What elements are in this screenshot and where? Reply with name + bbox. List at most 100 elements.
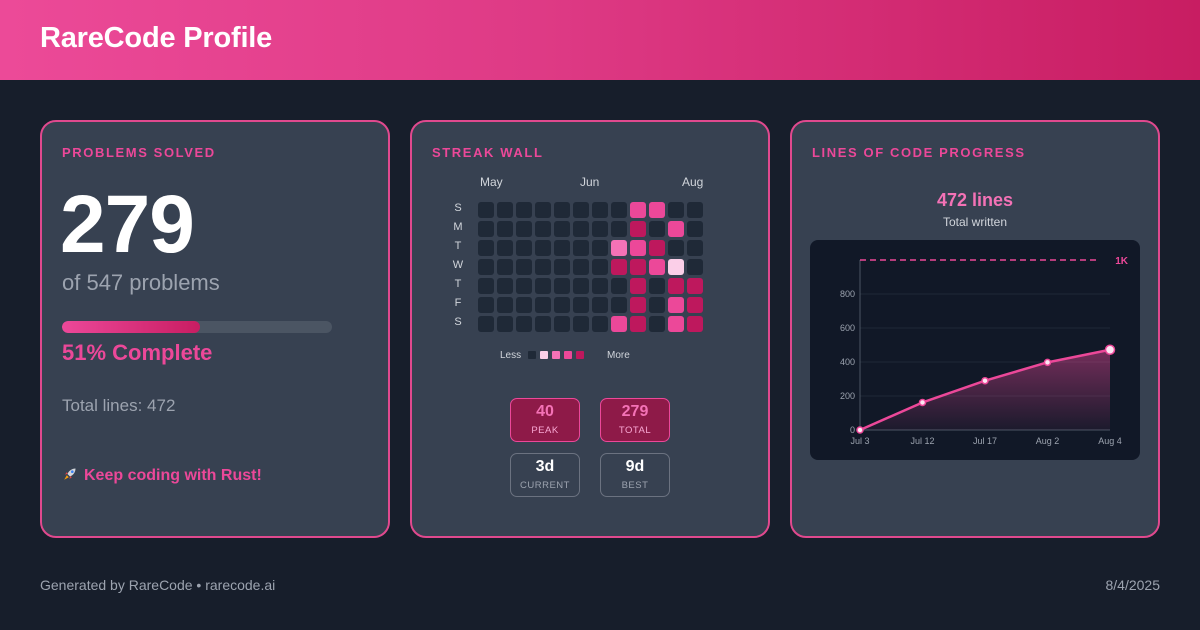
y-tick-label: 600 — [840, 323, 855, 333]
stat-best: 9d BEST — [600, 453, 670, 497]
heatmap-cell — [687, 316, 703, 332]
heatmap-cell — [516, 221, 532, 237]
streak-wall-title: STREAK WALL — [432, 145, 544, 160]
heatmap-cell — [497, 259, 513, 275]
heatmap-cell — [478, 278, 494, 294]
x-tick-label: Jul 12 — [910, 436, 934, 446]
legend-swatch — [552, 351, 560, 359]
heatmap-cell — [554, 297, 570, 313]
heatmap-cell — [535, 259, 551, 275]
heatmap-cell — [497, 316, 513, 332]
lines-of-code-title: LINES OF CODE PROGRESS — [812, 145, 1026, 160]
legend-less-label: Less — [500, 350, 522, 361]
heatmap-cell — [573, 278, 589, 294]
heatmap-cell — [668, 297, 684, 313]
month-label-may: May — [480, 175, 503, 189]
heatmap-cell — [535, 297, 551, 313]
stat-total-value: 279 — [621, 403, 649, 420]
day-label: S — [454, 202, 462, 214]
legend-more-label: More — [607, 350, 630, 361]
day-label: T — [454, 278, 462, 290]
heatmap-cell — [592, 221, 608, 237]
footer-date: 8/4/2025 — [1105, 577, 1161, 593]
x-tick-label: Aug 2 — [1036, 436, 1060, 446]
target-label: 1K — [1115, 256, 1129, 267]
data-point — [1043, 358, 1052, 367]
heatmap-cell — [611, 240, 627, 256]
heatmap-cell — [668, 278, 684, 294]
day-label: S — [454, 316, 462, 328]
problems-solved-title: PROBLEMS SOLVED — [62, 145, 216, 160]
stat-current-label: CURRENT — [520, 480, 570, 491]
heatmap-cell — [668, 202, 684, 218]
x-tick-label: Jul 17 — [973, 436, 997, 446]
heatmap-cell — [649, 259, 665, 275]
heatmap-cell — [554, 202, 570, 218]
day-label: F — [454, 297, 462, 309]
stat-current: 3d CURRENT — [510, 453, 580, 497]
streak-wall-card: STREAK WALL May Jun Aug S M T W T F S Le… — [410, 120, 770, 538]
heatmap-cell — [611, 259, 627, 275]
keep-coding-text: Keep coding with Rust! — [84, 467, 262, 484]
heatmap-cell — [535, 240, 551, 256]
x-tick-label: Jul 3 — [850, 436, 869, 446]
heatmap-cell — [668, 316, 684, 332]
heatmap-cell — [497, 297, 513, 313]
heatmap-cell — [649, 297, 665, 313]
heatmap-cell — [687, 259, 703, 275]
stat-best-value: 9d — [625, 458, 645, 475]
heatmap-cell — [516, 202, 532, 218]
percent-complete: 51% Complete — [62, 340, 213, 365]
heatmap-cell — [516, 240, 532, 256]
heatmap-cell — [592, 297, 608, 313]
header-banner: RareCode Profile — [0, 0, 1200, 80]
heatmap-cell — [687, 202, 703, 218]
month-label-jun: Jun — [580, 175, 600, 189]
heatmap-cell — [611, 221, 627, 237]
x-tick-label: Aug 4 — [1098, 436, 1122, 446]
heatmap-cell — [535, 278, 551, 294]
heatmap-cell — [573, 240, 589, 256]
heatmap-cell — [573, 202, 589, 218]
heatmap-cell — [592, 278, 608, 294]
heatmap-cell — [649, 240, 665, 256]
keep-coding-message: Keep coding with Rust! — [62, 466, 262, 485]
total-problems-text: of 547 problems — [62, 270, 220, 295]
heatmap-cell — [516, 259, 532, 275]
heatmap-cell — [611, 278, 627, 294]
heatmap-cell — [668, 259, 684, 275]
heatmap-cell — [497, 278, 513, 294]
total-lines-text: Total lines: 472 — [62, 396, 176, 415]
solved-count: 279 — [60, 179, 195, 270]
heatmap-cell — [611, 297, 627, 313]
heatmap-cell — [630, 240, 646, 256]
data-point — [1104, 344, 1116, 356]
heatmap-cell — [649, 221, 665, 237]
heatmap-cell — [630, 221, 646, 237]
stat-peak-value: 40 — [536, 403, 554, 420]
y-tick-label: 0 — [850, 425, 855, 435]
stat-best-label: BEST — [621, 480, 649, 491]
stat-total-label: TOTAL — [618, 425, 652, 436]
data-point — [981, 376, 989, 385]
rocket-icon — [62, 466, 78, 485]
heatmap-cell — [554, 259, 570, 275]
heatmap-cell — [611, 316, 627, 332]
heatmap-cell — [592, 259, 608, 275]
heatmap-cell — [554, 240, 570, 256]
heatmap-cell — [611, 202, 627, 218]
day-label: M — [453, 221, 463, 233]
progress-fill — [62, 321, 200, 333]
stat-total: 279 TOTAL — [600, 398, 670, 442]
lines-chart: 0 200 400 600 800 Jul 3 Jul 12 Jul 17 Aug 2 Aug 4… — [810, 240, 1140, 460]
heatmap-cell — [478, 297, 494, 313]
lines-value: 472 lines — [936, 190, 1014, 210]
footer-credit: Generated by RareCode • rarecode.ai — [40, 577, 276, 593]
heatmap-cell — [668, 221, 684, 237]
heatmap-cell — [592, 316, 608, 332]
y-tick-label: 400 — [840, 357, 855, 367]
heatmap-cell — [478, 202, 494, 218]
heatmap-cell — [497, 221, 513, 237]
y-tick-label: 200 — [840, 391, 855, 401]
heatmap-cell — [573, 259, 589, 275]
